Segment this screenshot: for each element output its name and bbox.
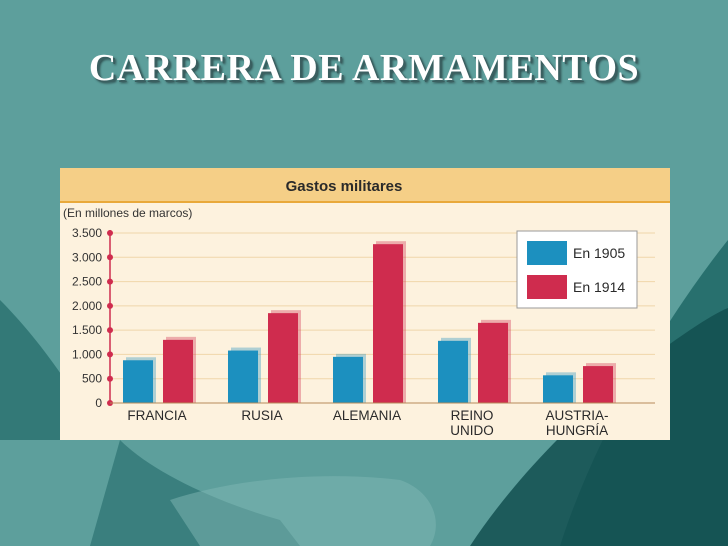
- bar-1914-rusia: [268, 313, 298, 403]
- chart-panel: Gastos militares (En millones de marcos)…: [60, 168, 670, 440]
- chart-title: Gastos militares: [286, 178, 403, 195]
- bar-1914-austria-hungr-a: [583, 366, 613, 403]
- y-tick-label: 1.500: [72, 323, 102, 337]
- x-tick-label: HUNGRÍA: [546, 423, 608, 438]
- y-tick-label: 2.500: [72, 275, 102, 289]
- bar-1905-rusia: [228, 350, 258, 403]
- y-tick-label: 3.000: [72, 250, 102, 264]
- bar-1914-reino-unido: [478, 322, 508, 403]
- x-tick-label: ALEMANIA: [333, 408, 401, 423]
- x-tick-label: REINO: [451, 408, 494, 423]
- bar-1905-austria-hungr-a: [543, 375, 573, 403]
- bar-1914-alemania: [373, 244, 403, 403]
- legend: En 1905 En 1914: [516, 230, 638, 309]
- slide-title: CARRERA DE ARMAMENTOS: [88, 47, 640, 89]
- y-tick-label: 2.000: [72, 299, 102, 313]
- bar-1905-reino-unido: [438, 340, 468, 403]
- x-tick-label: FRANCIA: [127, 408, 186, 423]
- bar-1914-francia: [163, 339, 193, 403]
- y-tick-label: 3.500: [72, 226, 102, 240]
- legend-label: En 1914: [573, 279, 625, 295]
- y-tick-label: 0: [95, 396, 102, 410]
- legend-label: En 1905: [573, 245, 625, 261]
- bars: [123, 241, 616, 403]
- legend-swatch: [527, 241, 567, 265]
- bar-1905-francia: [123, 360, 153, 403]
- x-tick-label: AUSTRIA-: [545, 408, 608, 423]
- y-axis-label: (En millones de marcos): [63, 206, 192, 220]
- y-tick-label: 500: [82, 372, 102, 386]
- y-axis: 0 500 1.000 1.500 2.000 2.500 3.000 3.500: [72, 226, 655, 410]
- military-spending-chart: Gastos militares (En millones de marcos)…: [60, 168, 670, 440]
- x-tick-label: RUSIA: [241, 408, 282, 423]
- bar-1905-alemania: [333, 356, 363, 403]
- x-tick-label: UNIDO: [450, 423, 494, 438]
- legend-swatch: [527, 275, 567, 299]
- y-tick-label: 1.000: [72, 347, 102, 361]
- chart-header-band: [60, 168, 670, 202]
